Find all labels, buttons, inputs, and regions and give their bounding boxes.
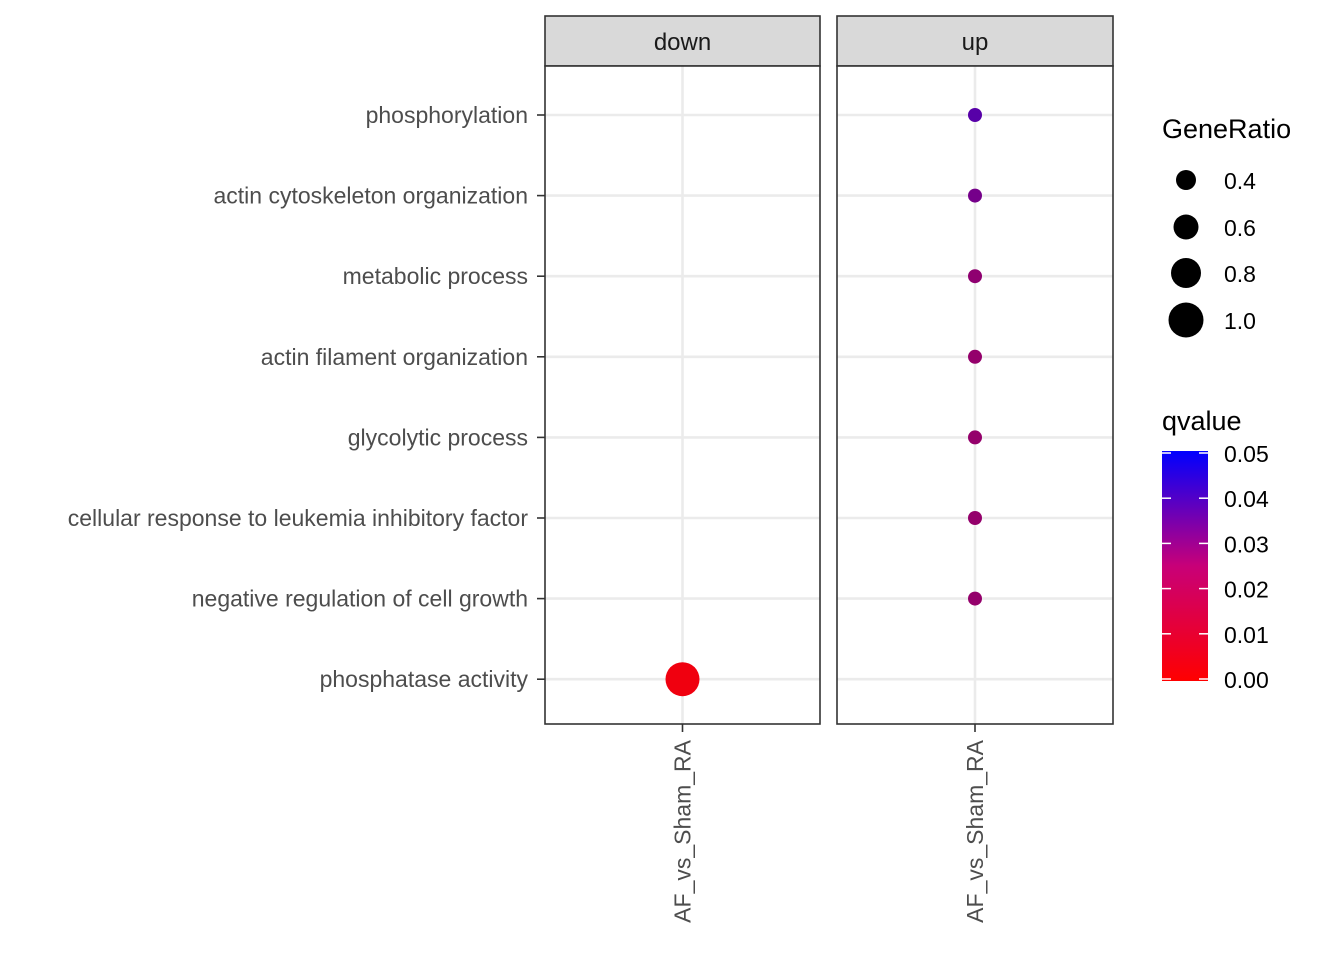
facet-label-up: up xyxy=(962,29,989,56)
data-point xyxy=(968,591,982,606)
panel-border-down xyxy=(544,65,821,725)
data-point xyxy=(968,511,982,525)
legend-size-title: GeneRatio xyxy=(1162,114,1291,144)
data-point xyxy=(968,430,982,445)
data-point xyxy=(968,269,982,284)
legend-size-key xyxy=(1176,170,1196,190)
x-tick-label: AF_vs_Sham_RA xyxy=(670,739,696,922)
y-tick-label: glycolytic process xyxy=(348,424,528,450)
facet-label-down: down xyxy=(654,29,711,56)
y-tick-label: actin cytoskeleton organization xyxy=(213,183,528,209)
data-point xyxy=(665,662,700,697)
legend-color-label: 0.00 xyxy=(1224,667,1269,693)
legend-size-key xyxy=(1171,258,1201,288)
x-tick-label: AF_vs_Sham_RA xyxy=(962,739,988,922)
legend-color-label: 0.02 xyxy=(1224,577,1269,603)
data-point xyxy=(968,188,982,203)
legend-color-title: qvalue xyxy=(1162,406,1242,436)
data-point xyxy=(968,108,982,122)
y-tick-label: phosphatase activity xyxy=(320,666,529,692)
legend-color-label: 0.04 xyxy=(1224,486,1269,512)
y-tick-label: cellular response to leukemia inhibitory… xyxy=(68,505,529,531)
legend-size-label: 0.6 xyxy=(1224,215,1256,241)
y-tick-label: negative regulation of cell growth xyxy=(192,586,528,612)
y-tick-label: metabolic process xyxy=(343,263,528,289)
y-tick-label: actin filament organization xyxy=(261,344,528,370)
y-tick-label: phosphorylation xyxy=(366,102,528,128)
legend-color-label: 0.03 xyxy=(1224,531,1269,557)
legend-colorbar xyxy=(1162,451,1208,681)
facet-strip-down xyxy=(544,15,821,67)
legend-color-label: 0.05 xyxy=(1224,441,1269,467)
legend-color-label: 0.01 xyxy=(1224,622,1269,648)
legend-size-key xyxy=(1168,302,1204,338)
legend-size-key xyxy=(1173,214,1199,240)
legend-size-label: 1.0 xyxy=(1224,308,1256,334)
legend-size-label: 0.4 xyxy=(1224,168,1256,194)
legend-size-label: 0.8 xyxy=(1224,261,1256,287)
panel-border-up xyxy=(836,65,1114,725)
data-point xyxy=(968,349,982,364)
